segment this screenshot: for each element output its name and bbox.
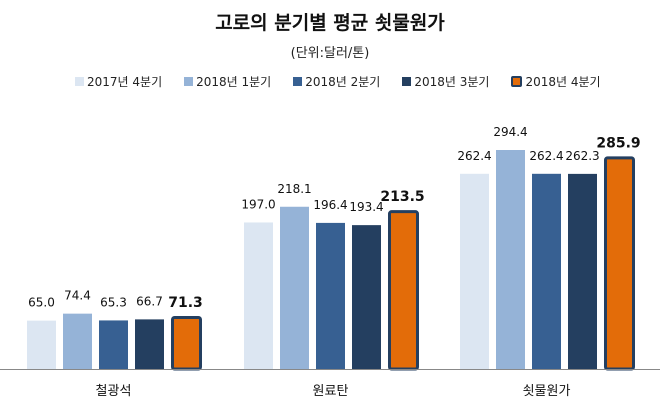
bar — [460, 173, 489, 369]
data-label: 262.4 — [529, 149, 563, 163]
legend-item: 2018년 2분기 — [293, 73, 380, 90]
category-label: 철광석 — [96, 384, 132, 399]
data-label: 65.0 — [28, 296, 55, 310]
chart-title: 고로의 분기별 평균 쇳물원가 — [215, 12, 445, 34]
data-label: 65.3 — [100, 295, 127, 309]
legend-swatch — [402, 77, 412, 86]
data-label: 193.4 — [349, 200, 383, 214]
legend-item: 2018년 4분기 — [511, 73, 601, 90]
legend-item: 2018년 3분기 — [402, 73, 489, 90]
data-label: 197.0 — [241, 197, 275, 211]
data-label: 66.7 — [136, 294, 163, 308]
bar — [352, 225, 381, 369]
legend-swatch — [75, 77, 84, 86]
legend-item: 2017년 4분기 — [75, 73, 162, 90]
category-label: 원료탄 — [313, 384, 349, 399]
data-label: 74.4 — [64, 289, 91, 303]
legend: 2017년 4분기 2018년 1분기 2018년 2분기 2018년 3분기 2018… — [75, 73, 601, 90]
bar — [496, 150, 525, 369]
bar — [99, 320, 128, 369]
legend-label: 2018년 4분기 — [525, 75, 601, 89]
legend-swatch — [511, 76, 523, 87]
data-label: 285.9 — [596, 135, 640, 151]
legend-label: 2018년 1분기 — [196, 75, 272, 89]
category-label: 쇳물원가 — [523, 384, 571, 399]
data-label: 218.1 — [277, 182, 311, 196]
bar — [388, 210, 419, 371]
bar — [63, 313, 92, 369]
data-label: 213.5 — [380, 189, 424, 205]
data-label: 262.4 — [457, 149, 491, 163]
data-label: 262.3 — [565, 149, 599, 163]
data-label: 294.4 — [493, 125, 527, 139]
data-label: 71.3 — [168, 295, 203, 311]
bar — [27, 320, 56, 369]
legend-label: 2018년 2분기 — [305, 75, 381, 89]
bar — [244, 222, 273, 369]
chart-subtitle: (단위:달러/톤) — [290, 46, 370, 61]
data-label: 196.4 — [313, 198, 347, 212]
bar — [280, 206, 309, 369]
legend-label: 2017년 4분기 — [87, 75, 163, 89]
legend-swatch — [184, 77, 194, 86]
bar — [316, 222, 345, 369]
bar — [532, 173, 561, 369]
bar — [568, 173, 597, 369]
legend-label: 2018년 3분기 — [414, 75, 490, 89]
bar — [604, 156, 635, 371]
legend-swatch — [293, 77, 303, 86]
bar — [171, 315, 202, 371]
legend-item: 2018년 1분기 — [184, 73, 271, 90]
bar — [135, 319, 164, 369]
